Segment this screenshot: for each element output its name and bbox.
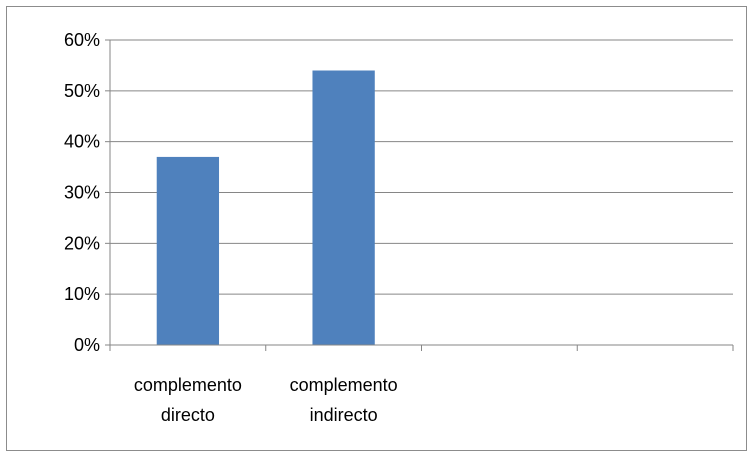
y-tick-label: 30% [64, 183, 100, 203]
y-tick-label: 40% [64, 132, 100, 152]
y-tick-label: 0% [74, 335, 100, 355]
x-tick-labels: complemento directo complemento indirecto [134, 375, 398, 425]
y-tick-label: 20% [64, 233, 100, 253]
bars [156, 70, 375, 345]
y-tick-label: 60% [64, 30, 100, 50]
chart-frame: 0% 10% 20% 30% 40% 50% 60% complemento directo c… [6, 6, 747, 451]
bar [312, 70, 375, 345]
axes [105, 39, 734, 351]
x-tick-label: complemento indirecto [290, 375, 398, 425]
x-tick-label: complemento directo [134, 375, 242, 425]
y-tick-labels: 0% 10% 20% 30% 40% 50% 60% [64, 30, 100, 355]
y-tick-label: 50% [64, 81, 100, 101]
y-tick-label: 10% [64, 284, 100, 304]
bar [156, 156, 220, 345]
bar-chart: 0%10%20%30%40%50%60% complemento directoc… [64, 30, 734, 425]
